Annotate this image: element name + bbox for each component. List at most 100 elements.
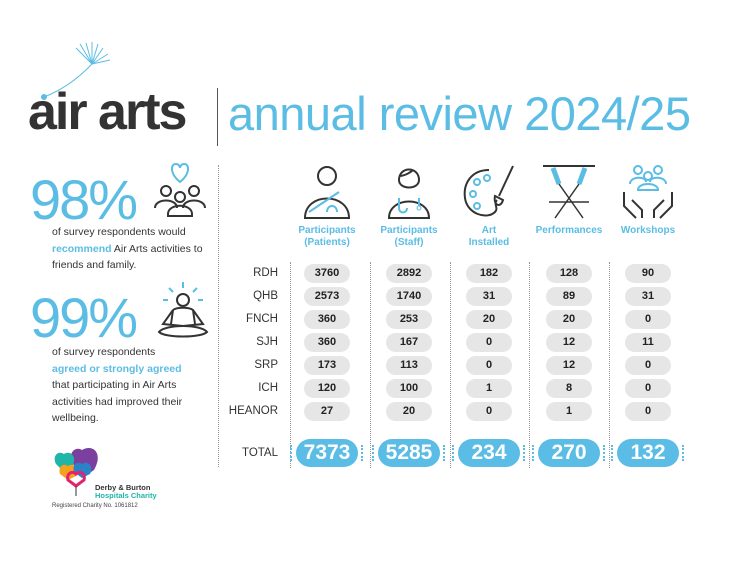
column-divider	[609, 262, 610, 468]
stat-percent-recommend: 98%	[30, 168, 138, 231]
charity-name: Derby & Burton Hospitals Charity	[95, 484, 157, 500]
stat-description-recommend: of survey respondents would recommend Ai…	[52, 224, 212, 274]
stat-highlight: recommend	[52, 242, 112, 255]
table-cell: 173	[304, 356, 350, 375]
column-header: Workshops	[610, 225, 686, 237]
row-label: QHB	[253, 290, 278, 302]
table-cell: 100	[386, 379, 432, 398]
table-cell: 3760	[304, 264, 350, 283]
page-title: annual review 2024/25	[228, 87, 691, 140]
column-header: Participants (Staff)	[371, 225, 447, 249]
table-cell: 0	[466, 402, 512, 421]
stat-text: of survey respondents would	[52, 226, 186, 238]
table-cell: 20	[386, 402, 432, 421]
table-cell: 0	[625, 402, 671, 421]
total-label: TOTAL	[242, 447, 278, 459]
total-badge: 7373	[296, 439, 358, 467]
table-cell: 2573	[304, 287, 350, 306]
total-badge: 270	[538, 439, 600, 467]
table-cell: 11	[625, 333, 671, 352]
row-label: SRP	[254, 359, 278, 371]
sparkle-decoration	[603, 445, 605, 461]
sparkle-decoration	[452, 445, 454, 461]
total-badge: 5285	[378, 439, 440, 467]
table-cell: 20	[546, 310, 592, 329]
sparkle-decoration	[532, 445, 534, 461]
sparkle-decoration	[361, 445, 363, 461]
charity-name-line2: Hospitals Charity	[95, 491, 157, 500]
column-header-line1: Workshops	[620, 225, 676, 236]
table-cell: 253	[386, 310, 432, 329]
table-cell: 2892	[386, 264, 432, 283]
table-cell: 89	[546, 287, 592, 306]
spotlights-icon	[543, 165, 595, 219]
charity-registration: Registered Charity No. 1061812	[52, 503, 138, 509]
table-cell: 8	[546, 379, 592, 398]
table-cell: 0	[466, 333, 512, 352]
column-divider	[370, 262, 371, 468]
heart-people-icon	[154, 162, 206, 217]
total-badge: 234	[458, 439, 520, 467]
column-header: Performances	[531, 225, 607, 237]
row-label: SJH	[256, 336, 278, 348]
table-cell: 0	[466, 356, 512, 375]
column-header: Art Installed	[451, 225, 527, 249]
stat-text: of survey respondents	[52, 346, 156, 358]
column-divider	[290, 262, 291, 468]
total-badge: 132	[617, 439, 679, 467]
column-divider	[529, 262, 530, 468]
table-cell: 182	[466, 264, 512, 283]
stat-text: that participating in Air Arts activitie…	[52, 379, 183, 424]
table-cell: 120	[304, 379, 350, 398]
sparkle-decoration	[523, 445, 525, 461]
row-label: FNCH	[246, 313, 278, 325]
column-header-line2: Installed	[468, 237, 510, 248]
table-cell: 113	[386, 356, 432, 375]
sparkle-decoration	[682, 445, 684, 461]
column-header-line2: (Staff)	[394, 237, 424, 248]
table-cell: 128	[546, 264, 592, 283]
stat-highlight: agreed or strongly agreed	[52, 362, 182, 375]
table-cell: 360	[304, 310, 350, 329]
patient-icon	[303, 166, 351, 219]
table-cell: 90	[625, 264, 671, 283]
table-cell: 0	[625, 310, 671, 329]
table-cell: 0	[625, 379, 671, 398]
column-header-line2: (Patients)	[304, 237, 350, 248]
section-divider	[218, 165, 219, 467]
table-cell: 31	[625, 287, 671, 306]
meditation-icon	[157, 282, 209, 338]
air-arts-logo: air arts	[28, 83, 187, 141]
group-hands-icon	[623, 165, 673, 219]
table-cell: 31	[466, 287, 512, 306]
table-cell: 12	[546, 356, 592, 375]
table-cell: 360	[304, 333, 350, 352]
sparkle-decoration	[290, 445, 292, 461]
column-header-line1: Participants	[380, 225, 438, 236]
stat-description-wellbeing: of survey respondents agreed or strongly…	[52, 344, 212, 427]
column-header-line1: Participants	[298, 225, 356, 236]
sparkle-decoration	[443, 445, 445, 461]
table-cell: 1740	[386, 287, 432, 306]
stat-text: Air Arts activities to friends and famil…	[52, 242, 203, 272]
table-cell: 20	[466, 310, 512, 329]
sparkle-decoration	[611, 445, 613, 461]
title-divider	[217, 88, 218, 146]
table-cell: 0	[625, 356, 671, 375]
staff-icon	[387, 168, 431, 219]
column-header-line1: Art	[481, 225, 497, 236]
column-divider	[450, 262, 451, 468]
stat-percent-wellbeing: 99%	[30, 286, 138, 349]
charity-name-line1: Derby & Burton	[95, 483, 151, 492]
table-cell: 167	[386, 333, 432, 352]
table-cell: 27	[304, 402, 350, 421]
row-label: RDH	[253, 267, 278, 279]
table-cell: 12	[546, 333, 592, 352]
palette-icon	[463, 165, 514, 217]
charity-balloons-logo	[54, 448, 98, 496]
column-header: Participants (Patients)	[289, 225, 365, 249]
row-label: HEANOR	[228, 405, 278, 417]
dandelion-seed-icon	[41, 42, 111, 100]
table-cell: 1	[546, 402, 592, 421]
